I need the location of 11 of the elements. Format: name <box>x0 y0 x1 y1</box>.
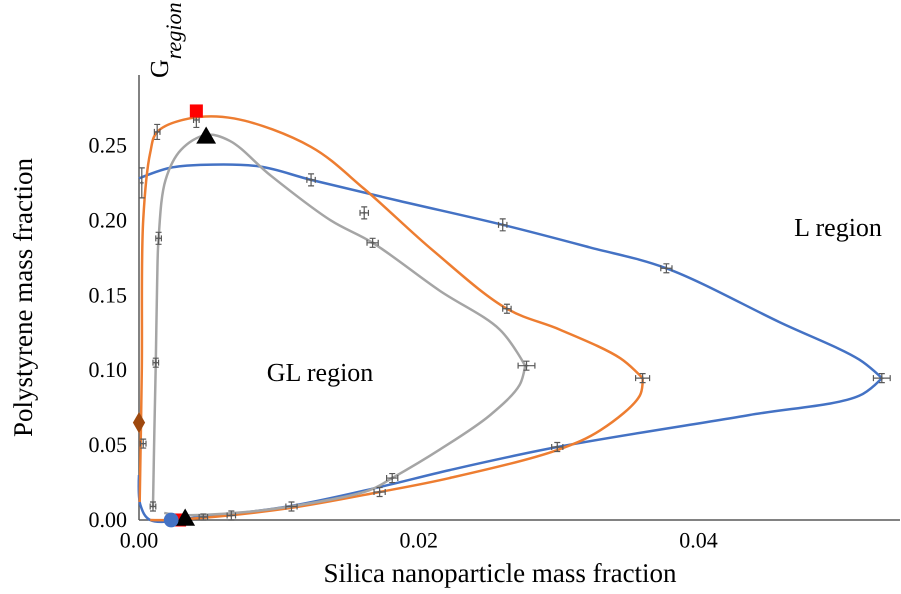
y-tick-label: 0.20 <box>88 207 127 232</box>
y-tick-label: 0.10 <box>88 357 127 382</box>
annotation: GL region <box>266 358 374 387</box>
y-axis-title: Polystyrene mass fraction <box>8 158 38 437</box>
y-tick-label: 0.15 <box>88 282 127 308</box>
x-tick-label: 0.02 <box>400 528 438 553</box>
y-tick-label: 0.05 <box>88 432 127 458</box>
x-axis-title: Silica nanoparticle mass fraction <box>323 558 678 588</box>
x-tick-label: 0.04 <box>679 528 718 553</box>
y-tick-label: 0.25 <box>88 132 127 158</box>
annotation: L region <box>794 213 882 242</box>
